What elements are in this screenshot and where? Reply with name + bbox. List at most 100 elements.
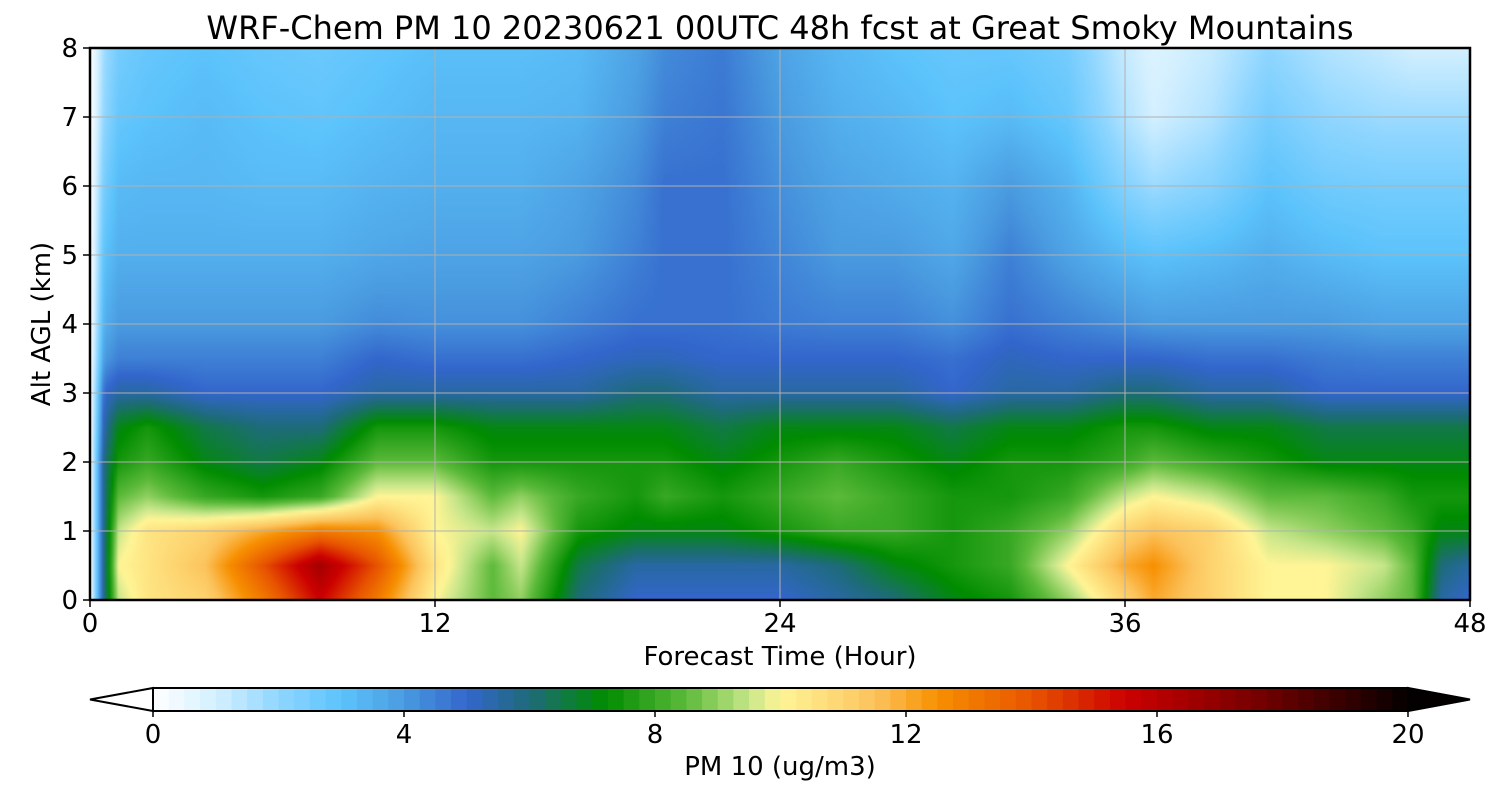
colorbar-segment xyxy=(231,688,248,711)
y-tick-label: 2 xyxy=(61,448,78,478)
colorbar-segment xyxy=(811,688,829,711)
colorbar-segment xyxy=(560,688,578,711)
colorbar-segment xyxy=(717,688,735,711)
colorbar-tick-label: 12 xyxy=(889,720,922,750)
colorbar-segment xyxy=(796,688,813,711)
colorbar-segment xyxy=(1298,688,1315,711)
colorbar-segment xyxy=(670,688,687,711)
colorbar-segment xyxy=(1251,688,1268,711)
colorbar-segment xyxy=(686,688,703,711)
y-tick-label: 1 xyxy=(61,517,78,547)
colorbar-segment xyxy=(1235,688,1252,711)
colorbar-segment xyxy=(1047,688,1064,711)
x-tick-label: 0 xyxy=(82,609,99,639)
colorbar-segment xyxy=(262,688,280,711)
y-tick-label: 7 xyxy=(61,103,78,133)
colorbar-frame xyxy=(152,687,1409,712)
colorbar-segment xyxy=(780,688,797,711)
x-tick-label: 24 xyxy=(763,609,796,639)
colorbar-segment xyxy=(1015,688,1033,711)
colorbar-segment xyxy=(1109,688,1127,711)
colorbar-segment xyxy=(372,688,389,711)
colorbar-segment xyxy=(153,688,170,711)
colorbar-segment xyxy=(874,688,891,711)
y-tick-label: 6 xyxy=(61,172,78,202)
y-tick-label: 4 xyxy=(61,310,78,340)
colorbar-label: PM 10 (ug/m3) xyxy=(684,752,876,782)
colorbar-segment xyxy=(1062,688,1080,711)
y-tick-label: 5 xyxy=(61,241,78,271)
colorbar-segment xyxy=(1376,688,1393,711)
colorbar-segment xyxy=(906,688,923,711)
colorbar-segment xyxy=(890,688,907,711)
colorbar-segment xyxy=(1141,688,1158,711)
colorbar-segment xyxy=(215,688,233,711)
colorbar-segment xyxy=(607,688,625,711)
colorbar-segment xyxy=(1172,688,1189,711)
colorbar-segment xyxy=(1282,688,1299,711)
colorbar-segment xyxy=(1031,688,1048,711)
x-tick-label: 36 xyxy=(1108,609,1141,639)
colorbar-max-extend xyxy=(1407,686,1471,713)
colorbar-segment xyxy=(341,688,358,711)
colorbar-segment xyxy=(1078,688,1095,711)
colorbar-segment xyxy=(1125,688,1142,711)
colorbar-segment xyxy=(1329,688,1346,711)
colorbar-segment xyxy=(843,688,860,711)
colorbar-segment xyxy=(1219,688,1237,711)
colorbar-segment xyxy=(419,688,436,711)
colorbar-segment xyxy=(184,688,201,711)
colorbar-segment xyxy=(451,688,468,711)
y-tick-label: 0 xyxy=(61,586,78,616)
colorbar-segment xyxy=(921,688,938,711)
colorbar-segment xyxy=(937,688,954,711)
colorbar-segment xyxy=(498,688,515,711)
colorbar-tick-label: 8 xyxy=(647,720,664,750)
colorbar-segment xyxy=(309,688,327,711)
colorbar-segment xyxy=(294,688,311,711)
colorbar-segment xyxy=(356,688,374,711)
colorbar-segment xyxy=(1266,688,1284,711)
x-tick-label: 48 xyxy=(1453,609,1486,639)
colorbar-segment xyxy=(984,688,1001,711)
colorbar-segment xyxy=(1360,688,1378,711)
colorbar-tick-label: 4 xyxy=(396,720,413,750)
colorbar-segment xyxy=(1157,688,1174,711)
colorbar: 0 4 8 12 16 20 xyxy=(89,686,1471,750)
colorbar-segment xyxy=(639,688,656,711)
x-axis-label: Forecast Time (Hour) xyxy=(643,642,916,672)
colorbar-segment xyxy=(1188,688,1205,711)
colorbar-segment xyxy=(1313,688,1331,711)
y-tick-label: 3 xyxy=(61,379,78,409)
colorbar-segment xyxy=(968,688,986,711)
y-tick-label: 8 xyxy=(61,34,78,64)
colorbar-segment xyxy=(466,688,484,711)
colorbar-segment xyxy=(1204,688,1221,711)
colorbar-segment xyxy=(655,688,672,711)
colorbar-segment xyxy=(529,688,546,711)
colorbar-tick-label: 20 xyxy=(1391,720,1424,750)
colorbar-segment xyxy=(404,688,421,711)
colorbar-segment xyxy=(435,688,452,711)
colorbar-segment xyxy=(200,688,217,711)
colorbar-segment xyxy=(513,688,531,711)
colorbar-tick-label: 16 xyxy=(1140,720,1173,750)
colorbar-segment xyxy=(623,688,640,711)
colorbar-segment xyxy=(702,688,719,711)
colorbar-segment xyxy=(953,688,970,711)
chart-title: WRF-Chem PM 10 20230621 00UTC 48h fcst a… xyxy=(206,9,1353,47)
colorbar-segment xyxy=(733,688,750,711)
colorbar-segment xyxy=(1000,688,1017,711)
colorbar-segment xyxy=(858,688,876,711)
colorbar-min-extend xyxy=(89,686,154,713)
colorbar-tick-label: 0 xyxy=(145,720,162,750)
colorbar-segment xyxy=(592,688,609,711)
x-tick-label: 12 xyxy=(418,609,451,639)
colorbar-segment xyxy=(1345,688,1362,711)
colorbar-segment xyxy=(764,688,782,711)
colorbar-segment xyxy=(545,688,562,711)
colorbar-segment xyxy=(1392,688,1409,711)
colorbar-segment xyxy=(482,688,499,711)
